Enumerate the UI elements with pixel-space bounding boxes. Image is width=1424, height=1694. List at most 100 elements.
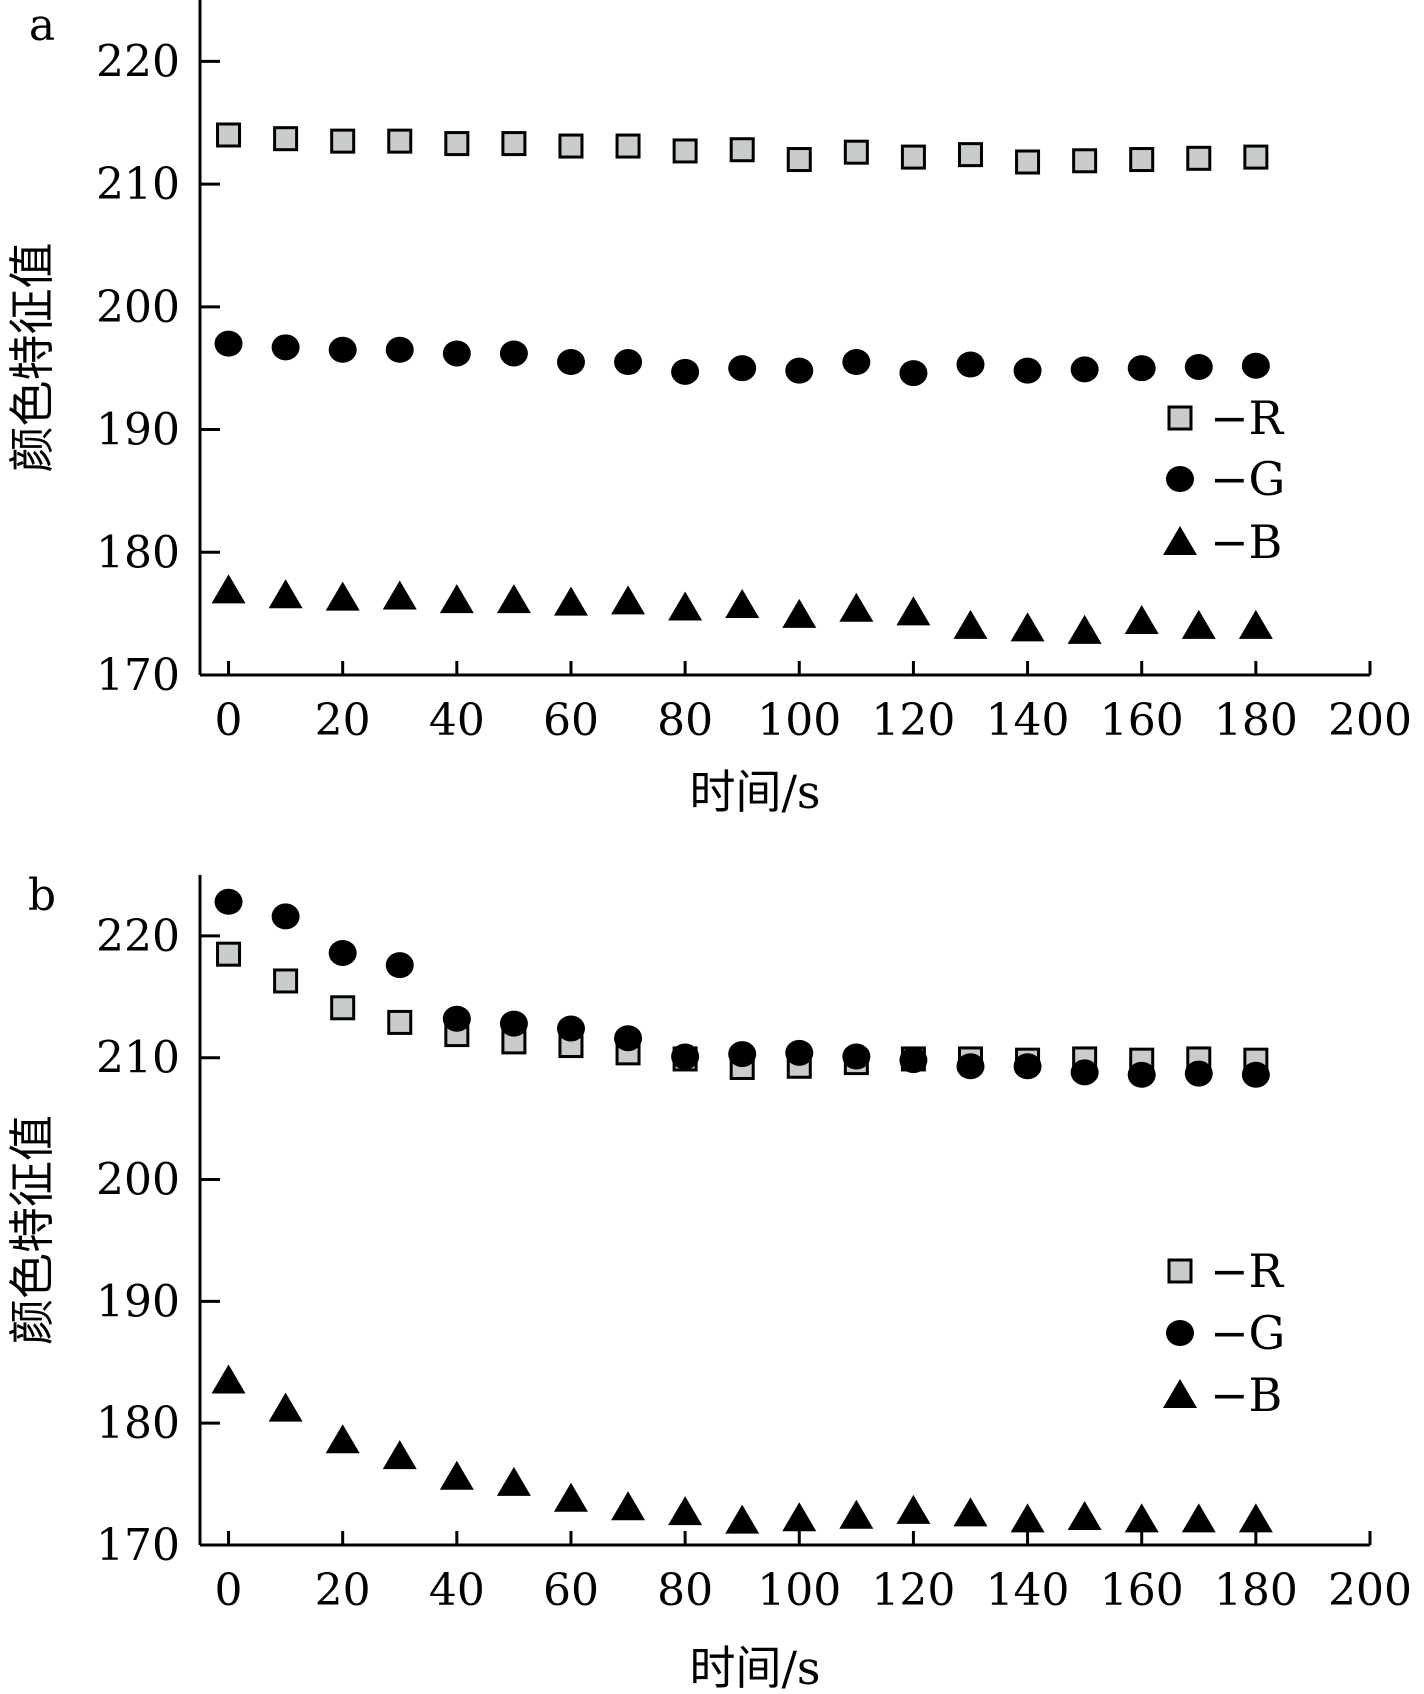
legend-label: −R [1210,391,1285,445]
y-axis-title: 颜色特征值 [5,1115,59,1345]
legend-marker-square [1167,405,1193,431]
x-tick-label: 160 [1100,695,1184,746]
x-tick-label: 100 [757,695,841,746]
series-circle [214,888,1270,1088]
data-point-triangle [553,1482,588,1512]
data-point-triangle [325,1424,360,1454]
data-point-triangle [1067,1500,1102,1530]
data-point-triangle [896,1494,931,1524]
data-point-triangle [382,1440,417,1470]
data-point-triangle [839,592,874,622]
data-point-triangle [1010,1503,1045,1533]
data-point-square [273,968,299,994]
x-tick-label: 80 [657,695,713,746]
data-point-circle [956,351,985,378]
data-point-circle [671,1043,700,1070]
data-point-circle [1241,1061,1270,1088]
data-point-square [672,138,698,164]
data-point-triangle [668,1496,703,1526]
data-point-triangle [496,584,531,614]
data-point-triangle [896,596,931,626]
data-point-square [1015,149,1041,175]
data-point-triangle [1067,614,1102,644]
x-tick-label: 0 [215,695,243,746]
x-tick-label: 120 [871,695,955,746]
data-point-triangle [1238,1503,1273,1533]
legend-label: −G [1210,452,1285,506]
x-tick-label: 20 [315,1565,371,1616]
data-point-square [387,1009,413,1035]
data-point-circle [556,349,585,376]
y-tick-label: 200 [96,282,180,333]
data-point-triangle [782,598,817,628]
data-point-circle [785,1039,814,1066]
data-point-triangle [1238,609,1273,639]
legend-label: −R [1210,1244,1285,1298]
data-point-circle [214,330,243,357]
data-point-circle [271,903,300,930]
data-point-triangle [268,1392,303,1422]
data-point-circle [442,1005,471,1032]
data-point-square [558,133,584,159]
series-triangle [211,574,1273,644]
data-point-square [729,137,755,163]
data-point-square [444,131,470,157]
y-tick-label: 210 [96,159,180,210]
x-tick-label: 140 [986,695,1070,746]
data-point-circle [1070,356,1099,383]
y-tick-label: 180 [96,527,180,578]
data-point-triangle [1010,612,1045,642]
data-point-circle [499,340,528,367]
y-tick-label: 200 [96,1155,180,1206]
x-tick-label: 200 [1328,1565,1412,1616]
panel-label: b [28,870,56,921]
data-point-circle [785,357,814,384]
chart-panel-b: 0 20 40 60 80 100 120 140 160 180 200 170 180 190 200 2… [5,870,1412,1694]
data-point-triangle [725,589,760,619]
data-point-square [843,139,869,165]
data-point-triangle [1181,1503,1216,1533]
y-tick-label: 210 [96,1033,180,1084]
data-point-circle [1013,1053,1042,1080]
data-point-circle [1241,352,1270,379]
legend-label: −G [1210,1306,1285,1360]
data-point-triangle [1181,609,1216,639]
data-point-circle [1184,1060,1213,1087]
data-point-circle [328,939,357,966]
x-tick-label: 180 [1214,695,1298,746]
legend-marker-square [1167,1258,1193,1284]
data-point-square [216,941,242,967]
legend-marker-circle [1166,1320,1194,1346]
data-point-square [330,995,356,1021]
data-point-circle [1013,357,1042,384]
data-point-circle [1127,355,1156,382]
data-point-square [1129,147,1155,173]
data-point-triangle [953,1497,988,1527]
data-point-triangle [611,585,646,615]
y-tick-label: 220 [96,36,180,87]
legend-label: −B [1210,1368,1282,1422]
y-tick-label: 190 [96,1276,180,1327]
data-point-triangle [1124,1503,1159,1533]
data-point-triangle [839,1499,874,1529]
data-point-square [216,122,242,148]
x-tick-label: 200 [1328,695,1412,746]
x-tick-label: 0 [215,1565,243,1616]
panel-label: a [29,0,55,51]
data-point-square [273,126,299,152]
data-point-triangle [782,1502,817,1532]
y-tick-label: 180 [96,1398,180,1449]
series-square [216,122,1269,175]
data-point-triangle [268,579,303,609]
data-point-circle [671,358,700,385]
legend-marker-triangle [1163,1379,1197,1408]
data-point-triangle [553,586,588,616]
legend-marker-triangle [1163,526,1197,555]
data-point-circle [385,952,414,979]
y-axis-title: 颜色特征值 [5,243,59,473]
data-point-circle [385,336,414,363]
data-point-circle [614,349,643,376]
data-point-square [786,147,812,173]
data-point-triangle [325,581,360,611]
